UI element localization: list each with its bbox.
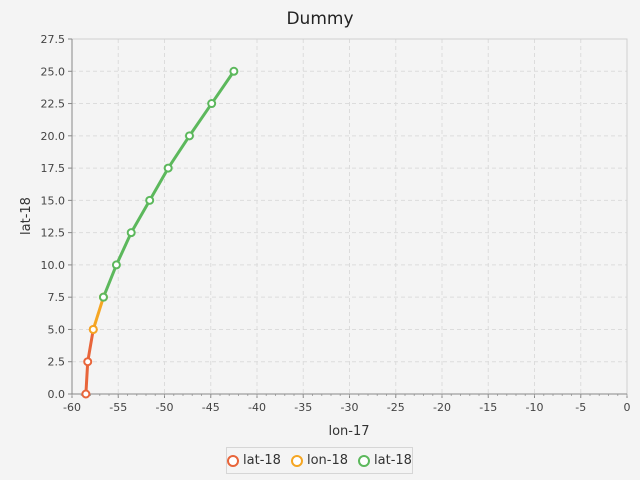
y-tick-label: 12.5 — [41, 227, 66, 240]
x-tick-label: -45 — [202, 401, 220, 414]
y-tick-label: 10.0 — [41, 259, 66, 272]
data-point[interactable] — [126, 228, 136, 238]
legend-label: lat-18 — [243, 453, 281, 468]
legend-label: lon-18 — [306, 453, 349, 468]
grid — [71, 38, 628, 395]
data-point[interactable] — [88, 324, 98, 334]
data-point[interactable] — [83, 357, 93, 367]
data-point[interactable] — [184, 131, 194, 141]
x-tick-label: -25 — [387, 401, 405, 414]
data-point[interactable] — [145, 195, 155, 205]
y-axis-title: lat-18 — [19, 197, 34, 235]
data-point[interactable] — [229, 66, 239, 76]
y-tick-label: 27.5 — [41, 33, 66, 46]
data-point[interactable] — [111, 260, 121, 270]
legend: lat-18 lon-18 lat-18 — [226, 447, 413, 474]
x-tick-label: -30 — [341, 401, 359, 414]
x-tick-label: -40 — [248, 401, 266, 414]
y-tick-label: 25.0 — [41, 65, 66, 78]
x-tick-label: -10 — [526, 401, 544, 414]
legend-marker-icon — [290, 454, 303, 467]
chart-title: Dummy — [286, 9, 353, 29]
x-tick-label: -5 — [575, 401, 586, 414]
y-tick-label: 15.0 — [41, 194, 66, 207]
x-tick-label: -20 — [433, 401, 451, 414]
series-line-2 — [102, 70, 236, 298]
x-tick-label: 0 — [624, 401, 631, 414]
x-tick-label: -15 — [479, 401, 497, 414]
data-point[interactable] — [207, 99, 217, 109]
legend-item-lon-18[interactable]: lon-18 — [290, 453, 349, 468]
y-tick-label: 20.0 — [41, 130, 66, 143]
legend-item-lat-18-b[interactable]: lat-18 — [358, 453, 412, 468]
series-line-1 — [91, 296, 105, 330]
legend-item-lat-18-a[interactable]: lat-18 — [227, 453, 281, 468]
y-tick-label: 2.5 — [48, 356, 66, 369]
legend-marker-icon — [358, 454, 371, 467]
series-layer — [81, 66, 239, 399]
y-tick-label: 5.0 — [48, 323, 66, 336]
data-point[interactable] — [98, 292, 108, 302]
axes: -60 -55 -50 -45 -40 -35 -30 -25 -20 -15 -10 -5 00.02… — [41, 33, 631, 414]
y-tick-label: 22.5 — [41, 98, 66, 111]
legend-marker-icon — [227, 454, 240, 467]
x-tick-label: -60 — [63, 401, 81, 414]
x-tick-label: -50 — [156, 401, 174, 414]
legend-label: lat-18 — [374, 453, 412, 468]
x-tick-label: -55 — [109, 401, 127, 414]
data-point[interactable] — [81, 389, 91, 399]
data-point[interactable] — [163, 163, 173, 173]
y-tick-label: 17.5 — [41, 162, 66, 175]
y-tick-label: 0.0 — [48, 388, 66, 401]
y-tick-label: 7.5 — [48, 291, 66, 304]
x-axis-title: lon-17 — [328, 424, 369, 439]
x-tick-label: -35 — [294, 401, 312, 414]
